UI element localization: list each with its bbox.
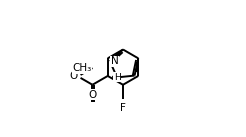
Text: CH₃: CH₃ (73, 63, 92, 73)
Text: O: O (88, 90, 97, 100)
Text: O: O (69, 71, 77, 81)
Text: F: F (120, 103, 126, 113)
Text: H: H (114, 73, 121, 82)
Text: N: N (110, 56, 118, 66)
